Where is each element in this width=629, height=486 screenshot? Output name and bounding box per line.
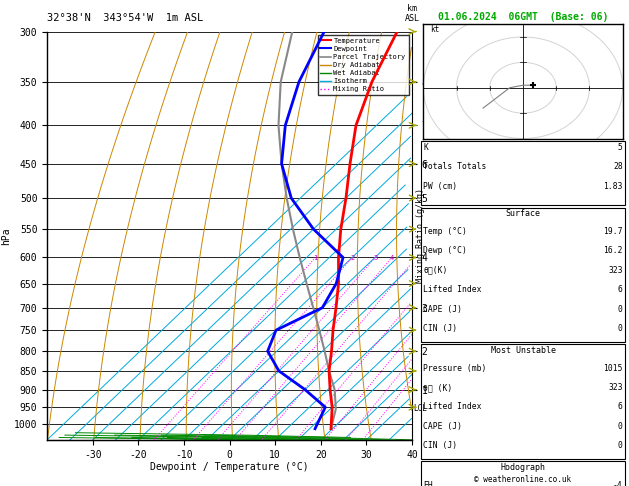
Text: CAPE (J): CAPE (J) — [423, 422, 462, 431]
Text: 6: 6 — [618, 402, 623, 412]
Legend: Temperature, Dewpoint, Parcel Trajectory, Dry Adiabat, Wet Adiabat, Isotherm, Mi: Temperature, Dewpoint, Parcel Trajectory… — [318, 35, 408, 95]
Text: 16.2: 16.2 — [603, 246, 623, 256]
Text: 0: 0 — [618, 305, 623, 314]
Text: -4: -4 — [613, 481, 623, 486]
Text: 2: 2 — [350, 255, 355, 261]
Text: 28: 28 — [613, 162, 623, 172]
Text: 3: 3 — [373, 255, 377, 261]
Text: 19.7: 19.7 — [603, 227, 623, 236]
Text: 4: 4 — [390, 255, 394, 261]
Text: 323: 323 — [608, 266, 623, 275]
Text: 32°38'N  343°54'W  1m ASL: 32°38'N 343°54'W 1m ASL — [47, 14, 203, 23]
Text: 323: 323 — [608, 383, 623, 392]
Text: 6: 6 — [618, 285, 623, 295]
Text: Lifted Index: Lifted Index — [423, 285, 482, 295]
Text: CAPE (J): CAPE (J) — [423, 305, 462, 314]
Text: 5: 5 — [618, 143, 623, 152]
Text: 0: 0 — [618, 422, 623, 431]
Text: 0: 0 — [618, 441, 623, 451]
Text: 1.83: 1.83 — [603, 182, 623, 191]
Text: CIN (J): CIN (J) — [423, 324, 457, 333]
Text: K: K — [423, 143, 428, 152]
Text: Totals Totals: Totals Totals — [423, 162, 487, 172]
Text: Lifted Index: Lifted Index — [423, 402, 482, 412]
Text: Most Unstable: Most Unstable — [491, 346, 555, 355]
Text: θᴇ(K): θᴇ(K) — [423, 266, 448, 275]
Text: CIN (J): CIN (J) — [423, 441, 457, 451]
X-axis label: Dewpoint / Temperature (°C): Dewpoint / Temperature (°C) — [150, 462, 309, 472]
Text: Hodograph: Hodograph — [501, 463, 545, 472]
Text: θᴇ (K): θᴇ (K) — [423, 383, 453, 392]
Text: LCL: LCL — [413, 404, 427, 414]
Text: Pressure (mb): Pressure (mb) — [423, 364, 487, 373]
Text: 0: 0 — [618, 324, 623, 333]
Y-axis label: hPa: hPa — [1, 227, 11, 244]
Text: Dewp (°C): Dewp (°C) — [423, 246, 467, 256]
Text: km
ASL: km ASL — [404, 4, 420, 23]
Text: EH: EH — [423, 481, 433, 486]
Text: 1015: 1015 — [603, 364, 623, 373]
Text: 01.06.2024  06GMT  (Base: 06): 01.06.2024 06GMT (Base: 06) — [438, 12, 608, 22]
Text: Temp (°C): Temp (°C) — [423, 227, 467, 236]
Text: kt: kt — [430, 25, 439, 34]
Text: 1: 1 — [313, 255, 318, 261]
Text: Mixing Ratio (g/kg): Mixing Ratio (g/kg) — [416, 188, 425, 283]
Text: © weatheronline.co.uk: © weatheronline.co.uk — [474, 474, 572, 484]
Text: Surface: Surface — [506, 209, 540, 219]
Text: PW (cm): PW (cm) — [423, 182, 457, 191]
